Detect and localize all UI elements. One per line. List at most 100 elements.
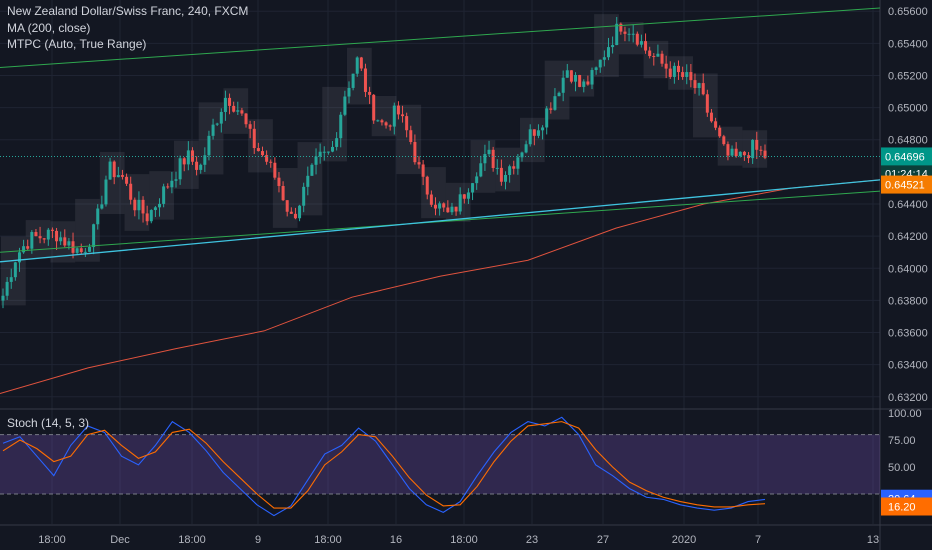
time-tick-label: 13: [867, 534, 879, 546]
mtpc-box: [124, 174, 150, 231]
mtpc-box: [322, 86, 347, 162]
candle-body: [623, 31, 627, 34]
candle-body: [644, 41, 648, 51]
candle-body: [244, 113, 248, 125]
stoch-tick-label: 100.00: [888, 408, 922, 420]
candle-body: [63, 237, 67, 246]
candle-body: [574, 74, 578, 82]
candle-body: [677, 65, 681, 73]
candle-body: [141, 199, 145, 214]
candle-body: [285, 200, 289, 212]
candle-body: [293, 213, 297, 219]
candle-body: [499, 167, 503, 182]
mtpc-box: [445, 182, 471, 222]
candle-body: [380, 120, 384, 123]
candle-body: [223, 97, 227, 112]
price-tick-label: 0.63800: [888, 295, 928, 307]
candle-body: [13, 262, 17, 278]
candle-body: [487, 149, 491, 155]
mtpc-box: [643, 40, 669, 79]
candle-body: [586, 81, 590, 85]
candle-body: [631, 33, 635, 35]
last-price-label: 0.64696: [885, 151, 925, 163]
candle-body: [17, 252, 21, 263]
candle-body: [425, 176, 429, 195]
candle-body: [310, 164, 314, 176]
price-tick-label: 0.63400: [888, 360, 928, 372]
candle-body: [709, 112, 713, 122]
candle-body: [368, 91, 372, 95]
candle-body: [479, 163, 483, 177]
price-tick-label: 0.63200: [888, 392, 928, 404]
symbol-title[interactable]: New Zealand Dollar/Swiss Franc, 240, FXC…: [7, 4, 249, 18]
candle-body: [326, 151, 330, 153]
candle-body: [639, 41, 643, 45]
candle-body: [50, 229, 54, 231]
price-tick-label: 0.65600: [888, 6, 928, 18]
mtpc-box: [668, 56, 693, 90]
candle-body: [718, 127, 722, 137]
candle-body: [450, 206, 454, 213]
candle-body: [594, 67, 598, 71]
candle-body: [87, 247, 91, 252]
candle-body: [705, 94, 709, 113]
candle-body: [648, 50, 652, 57]
candle-body: [590, 70, 594, 85]
candle-body: [429, 194, 433, 205]
candle-body: [252, 128, 256, 149]
candle-body: [9, 277, 13, 282]
candle-body: [339, 114, 343, 139]
mtpc-box: [371, 95, 397, 137]
time-tick-label: 27: [597, 534, 609, 546]
candle-body: [104, 179, 108, 205]
candle-body: [582, 81, 586, 87]
support-trendline: [0, 179, 881, 263]
candle-body: [619, 23, 623, 32]
candle-body: [396, 105, 400, 115]
candle-body: [269, 161, 273, 163]
candle-body: [763, 150, 767, 158]
ma-legend[interactable]: MA (200, close): [7, 21, 91, 35]
candle-body: [306, 175, 310, 187]
mtpc-box: [470, 140, 496, 193]
mtpc-box: [198, 102, 224, 175]
candle-body: [96, 208, 100, 225]
candle-body: [236, 110, 240, 112]
candle-body: [199, 164, 203, 170]
candle-body: [442, 203, 446, 208]
candle-body: [46, 229, 50, 240]
mtpc-box: [396, 104, 422, 175]
channel-lower-line: [0, 190, 881, 253]
time-tick-label: 9: [255, 534, 261, 546]
candle-body: [322, 151, 326, 153]
candle-body: [516, 157, 520, 169]
candle-body: [166, 186, 170, 188]
mtpc-legend[interactable]: MTPC (Auto, True Range): [7, 37, 147, 51]
price-tick-label: 0.64000: [888, 263, 928, 275]
mtpc-box: [25, 220, 51, 259]
stoch-legend[interactable]: Stoch (14, 5, 3): [7, 416, 90, 430]
price-tick-label: 0.65000: [888, 103, 928, 115]
candle-body: [458, 194, 462, 212]
candle-body: [149, 210, 153, 222]
ma-price-tag: [881, 175, 932, 194]
mtpc-box: [223, 88, 249, 134]
candle-body: [471, 183, 475, 193]
candle-body: [681, 72, 685, 77]
candle-body: [137, 199, 141, 211]
candle-body: [59, 237, 63, 242]
stoch-tick-label: 75.00: [888, 435, 916, 447]
candle-body: [417, 162, 421, 165]
candle-body: [421, 164, 425, 177]
candle-body: [162, 186, 166, 204]
mtpc-box: [692, 73, 718, 138]
candle-body: [553, 96, 557, 110]
candle-body: [376, 120, 380, 122]
channel-upper-line: [0, 7, 881, 68]
candle-body: [475, 176, 479, 184]
candle-body: [355, 57, 359, 74]
candle-body: [108, 161, 112, 180]
candle-body: [347, 87, 351, 97]
candle-body: [730, 148, 734, 156]
